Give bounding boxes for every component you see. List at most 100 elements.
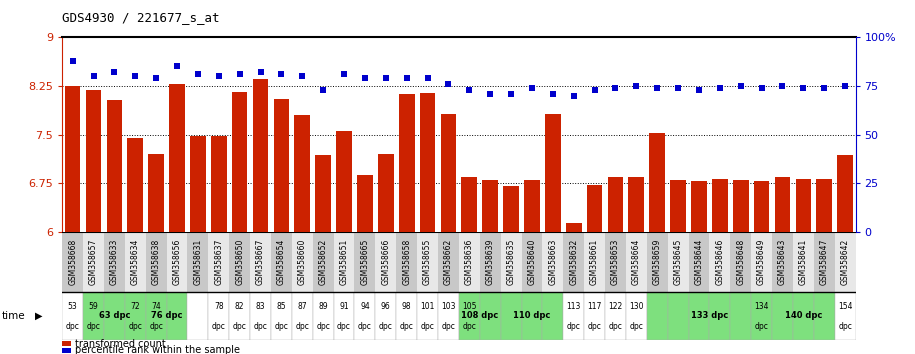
Bar: [793, 232, 813, 292]
Bar: [733, 180, 748, 232]
Point: [65, 58, 80, 63]
Bar: [813, 232, 834, 292]
Text: GSM358631: GSM358631: [193, 239, 202, 285]
Bar: [524, 180, 540, 232]
Bar: [83, 232, 104, 292]
Bar: [145, 292, 167, 340]
Point: [379, 75, 393, 81]
Bar: [399, 93, 414, 232]
Bar: [775, 177, 791, 232]
Text: 134: 134: [754, 302, 769, 311]
Bar: [587, 185, 602, 232]
Point: [545, 91, 560, 97]
Bar: [479, 232, 501, 292]
Bar: [378, 154, 393, 232]
Text: GSM358661: GSM358661: [590, 239, 599, 285]
Bar: [396, 232, 417, 292]
Bar: [501, 232, 522, 292]
Bar: [295, 115, 310, 232]
Text: 59: 59: [89, 302, 99, 311]
Text: GSM358659: GSM358659: [652, 239, 662, 285]
Point: [399, 75, 414, 81]
Text: 101: 101: [420, 302, 435, 311]
Bar: [813, 292, 834, 340]
Bar: [86, 90, 102, 232]
Bar: [211, 137, 227, 232]
Bar: [834, 292, 856, 340]
Bar: [145, 232, 167, 292]
Bar: [629, 177, 644, 232]
Bar: [668, 292, 688, 340]
Point: [253, 69, 268, 75]
Bar: [438, 292, 459, 340]
Text: GSM358651: GSM358651: [339, 239, 349, 285]
Text: GSM358640: GSM358640: [527, 239, 536, 285]
Bar: [209, 232, 230, 292]
Text: GSM358636: GSM358636: [465, 239, 474, 285]
Bar: [417, 292, 438, 340]
Text: dpc: dpc: [566, 322, 581, 331]
Point: [295, 73, 309, 79]
Text: GSM358637: GSM358637: [214, 239, 223, 285]
Bar: [691, 181, 706, 232]
Bar: [522, 292, 543, 340]
Bar: [188, 232, 209, 292]
Text: dpc: dpc: [232, 322, 247, 331]
Text: dpc: dpc: [128, 322, 142, 331]
Point: [441, 81, 456, 87]
Bar: [438, 232, 459, 292]
Bar: [772, 232, 793, 292]
Bar: [420, 93, 436, 232]
Text: dpc: dpc: [66, 322, 80, 331]
Point: [316, 87, 330, 93]
Point: [629, 83, 643, 89]
Point: [692, 87, 706, 93]
Bar: [834, 232, 856, 292]
Point: [462, 87, 477, 93]
Point: [337, 72, 351, 77]
Bar: [650, 133, 665, 232]
Text: dpc: dpc: [587, 322, 601, 331]
Text: GSM358662: GSM358662: [444, 239, 453, 285]
Bar: [313, 292, 334, 340]
Text: dpc: dpc: [253, 322, 267, 331]
Text: 110 dpc: 110 dpc: [513, 312, 551, 320]
Bar: [626, 292, 647, 340]
Text: 78: 78: [214, 302, 223, 311]
Bar: [772, 292, 793, 340]
Text: time: time: [2, 311, 26, 321]
Point: [483, 91, 498, 97]
Bar: [124, 292, 145, 340]
Bar: [83, 292, 104, 340]
Bar: [271, 232, 292, 292]
Text: dpc: dpc: [755, 322, 769, 331]
Bar: [709, 292, 730, 340]
Point: [190, 72, 205, 77]
Bar: [65, 86, 81, 232]
Bar: [354, 292, 375, 340]
Text: 154: 154: [838, 302, 853, 311]
Text: dpc: dpc: [274, 322, 288, 331]
Bar: [124, 232, 145, 292]
Bar: [127, 138, 143, 232]
Bar: [795, 179, 812, 232]
Text: GSM358655: GSM358655: [423, 239, 432, 285]
Text: dpc: dpc: [462, 322, 476, 331]
Bar: [564, 232, 584, 292]
Text: GSM358649: GSM358649: [757, 239, 766, 285]
Bar: [375, 232, 396, 292]
Text: GSM358643: GSM358643: [778, 239, 787, 285]
Bar: [230, 232, 250, 292]
Text: GSM358666: GSM358666: [382, 239, 391, 285]
Text: GSM358638: GSM358638: [152, 239, 161, 285]
Bar: [417, 232, 438, 292]
Text: 72: 72: [131, 302, 140, 311]
Bar: [104, 292, 124, 340]
Text: 53: 53: [68, 302, 78, 311]
Bar: [816, 179, 832, 232]
Bar: [292, 292, 313, 340]
Text: 133 dpc: 133 dpc: [691, 312, 728, 320]
Bar: [730, 292, 751, 340]
Bar: [503, 187, 519, 232]
Point: [775, 83, 790, 89]
